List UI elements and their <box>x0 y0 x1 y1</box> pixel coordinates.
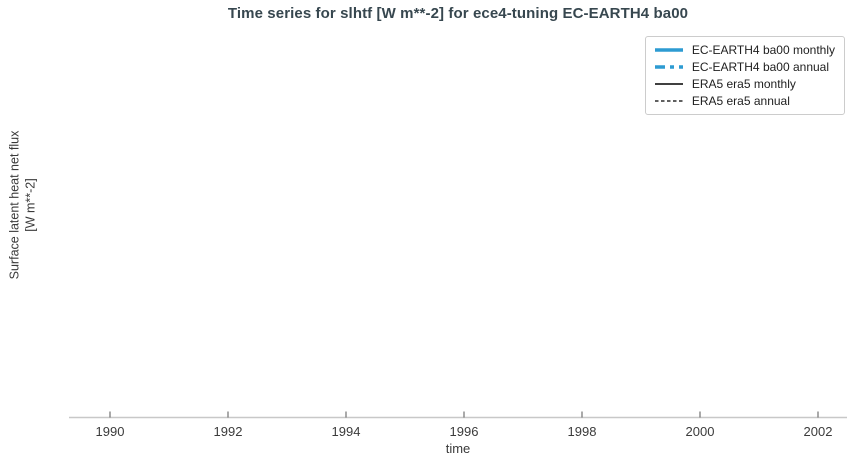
x-tick-label: 2000 <box>686 424 715 439</box>
x-tick-label: 1992 <box>214 424 243 439</box>
legend-item: EC-EARTH4 ba00 monthly <box>654 42 835 58</box>
legend-line-sample-solid <box>654 48 683 52</box>
legend: EC-EARTH4 ba00 monthly EC-EARTH4 ba00 ann… <box>644 36 845 115</box>
x-tick-label: 1996 <box>450 424 479 439</box>
legend-label: EC-EARTH4 ba00 monthly <box>691 43 835 57</box>
legend-item: ERA5 era5 monthly <box>654 76 835 92</box>
x-tick-label: 1990 <box>96 424 125 439</box>
legend-line-sample-dashed <box>654 65 683 69</box>
axes: 1990199219941996199820002002−72.5−75.0−7… <box>69 411 847 439</box>
legend-label: EC-EARTH4 ba00 annual <box>691 60 830 74</box>
legend-label: ERA5 era5 monthly <box>691 77 796 91</box>
legend-line-sample-dashed <box>654 100 683 102</box>
chart-title: Time series for slhtf [W m**-2] for ece4… <box>227 5 689 22</box>
legend-line-sample-solid <box>654 83 683 85</box>
x-axis-label: time <box>445 441 471 456</box>
legend-item: EC-EARTH4 ba00 annual <box>654 59 835 75</box>
legend-item: ERA5 era5 annual <box>654 93 835 109</box>
x-tick-label: 2002 <box>804 424 833 439</box>
x-tick-label: 1998 <box>568 424 597 439</box>
legend-label: ERA5 era5 annual <box>691 94 790 108</box>
x-tick-label: 1994 <box>332 424 361 439</box>
